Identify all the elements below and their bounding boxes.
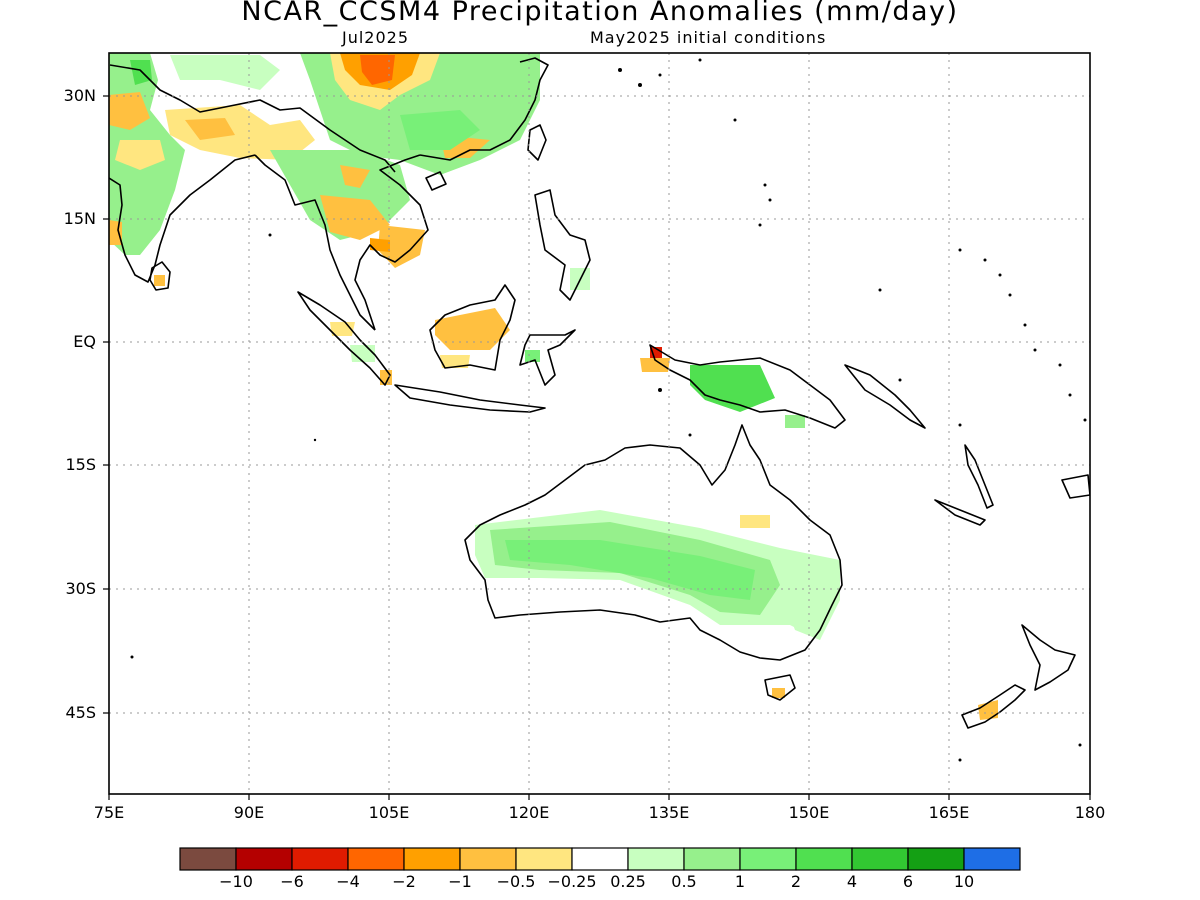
colorbar-tick-label: 0.5 — [671, 872, 697, 891]
anomaly-png-wet — [690, 365, 775, 412]
valid-month-label: Jul2025 — [342, 28, 410, 47]
colorbar-swatch — [515, 847, 573, 871]
colorbar-tick-label: 2 — [790, 872, 802, 891]
coast-hainan — [425, 171, 447, 191]
colorbar-tick-label: −10 — [219, 872, 253, 891]
anomaly-srilanka-dry — [154, 275, 165, 286]
anomaly-png-wet-east — [785, 415, 805, 428]
coast-vanuatu — [964, 444, 994, 509]
colorbar-swatch — [739, 847, 797, 871]
lon-label-150e: 150E — [788, 803, 830, 822]
anomaly-borneo-dry-south — [440, 355, 470, 368]
coast-fiji — [1061, 474, 1090, 499]
coastlines — [109, 57, 1090, 729]
lat-label-15s: 15S — [65, 455, 96, 474]
anomaly-tibet-dry — [165, 105, 315, 160]
anomaly-himalaya-dry — [185, 118, 235, 140]
colorbar-tick-label: −0.5 — [496, 872, 536, 891]
colorbar-tick-label: 10 — [953, 872, 975, 891]
colorbar-tick-label: −6 — [280, 872, 304, 891]
coast-borneo — [429, 284, 516, 371]
coast-indochina — [354, 154, 429, 331]
colorbar-swatch — [627, 847, 685, 871]
coast-china-inner — [109, 64, 396, 173]
lon-label-180: 180 — [1074, 803, 1106, 822]
anomaly-tas-dry — [772, 688, 785, 698]
coast-sulawesi — [519, 329, 576, 386]
anomaly-india-south-dry — [109, 220, 122, 245]
coast-taiwan — [527, 124, 547, 161]
colorbar-swatch — [291, 847, 349, 871]
coast-nz-south — [961, 684, 1026, 729]
coast-bay-bengal — [254, 154, 376, 331]
coast-bismarck — [844, 364, 926, 429]
map-frame — [108, 52, 1091, 795]
lon-label-75e: 75E — [93, 803, 125, 822]
anomaly-india-wet2 — [130, 60, 152, 85]
colorbar-swatch — [179, 847, 237, 871]
lon-label-165e: 165E — [928, 803, 970, 822]
colorbar-tick-label: −4 — [336, 872, 360, 891]
anomaly-india-dry2 — [115, 140, 165, 170]
colorbar-tick-label: 4 — [846, 872, 858, 891]
colorbar-swatch — [851, 847, 909, 871]
colorbar-swatch — [347, 847, 405, 871]
coast-new-guinea — [649, 344, 846, 429]
colorbar-swatch — [795, 847, 853, 871]
lon-label-90e: 90E — [233, 803, 265, 822]
coast-sumatra — [297, 291, 391, 386]
colorbar-swatch — [963, 847, 1021, 871]
colorbar-swatch — [907, 847, 965, 871]
graticule — [109, 53, 1090, 794]
anomaly-aus-ne-dry — [740, 515, 770, 528]
colorbar-tick-label: −2 — [392, 872, 416, 891]
anomaly-png-dry2 — [640, 358, 670, 372]
anomaly-china-dry-peak — [360, 55, 395, 85]
colorbar-tick-label: 1 — [734, 872, 746, 891]
anomaly-aus-se-wet — [780, 590, 840, 640]
colorbar-swatch — [403, 847, 461, 871]
lat-label-eq: EQ — [73, 332, 96, 351]
colorbar-tick-label: 6 — [902, 872, 914, 891]
coast-philippines — [534, 189, 591, 301]
anomaly-borneo-dry — [435, 308, 510, 350]
small-islands — [130, 58, 1087, 762]
map-title: NCAR_CCSM4 Precipitation Anomalies (mm/d… — [241, 0, 959, 27]
init-conditions-label: May2025 initial conditions — [590, 28, 827, 47]
coast-srilanka — [149, 261, 171, 291]
lon-label-120e: 120E — [508, 803, 550, 822]
colorbar-tick-label: 0.25 — [610, 872, 646, 891]
coast-tasmania — [764, 674, 796, 701]
coast-java — [394, 384, 546, 413]
coast-solomons — [934, 499, 986, 526]
lat-label-45s: 45S — [65, 703, 96, 722]
colorbar-swatch — [683, 847, 741, 871]
lat-label-30s: 30S — [65, 579, 96, 598]
anomaly-indochina-dry — [320, 195, 390, 240]
colorbar — [179, 847, 1021, 871]
anomaly-sulawesi-wet — [525, 350, 540, 362]
lat-label-15n: 15N — [63, 209, 96, 228]
anomaly-cambodia-dry — [370, 238, 390, 252]
lon-label-135e: 135E — [648, 803, 690, 822]
anomaly-aus-core — [505, 540, 755, 600]
coast-nz-north — [1021, 624, 1076, 691]
coast-china — [419, 57, 549, 161]
lon-label-105e: 105E — [368, 803, 410, 822]
anomaly-nz-dry — [978, 700, 998, 720]
anomaly-vietnam-dry — [378, 225, 425, 268]
anomaly-india-dry1 — [109, 92, 150, 130]
colorbar-tick-label: −0.25 — [547, 872, 597, 891]
colorbar-swatch — [459, 847, 517, 871]
anomaly-laos-dry — [340, 165, 370, 188]
anomaly-china-wet-south — [400, 110, 480, 150]
colorbar-swatch — [571, 847, 629, 871]
colorbar-tick-label: −1 — [448, 872, 472, 891]
axis-ticks — [103, 95, 1091, 800]
anomaly-tibet-wet — [170, 55, 280, 90]
lat-label-30n: 30N — [63, 86, 96, 105]
anomaly-shading — [109, 53, 998, 720]
colorbar-swatch — [235, 847, 293, 871]
